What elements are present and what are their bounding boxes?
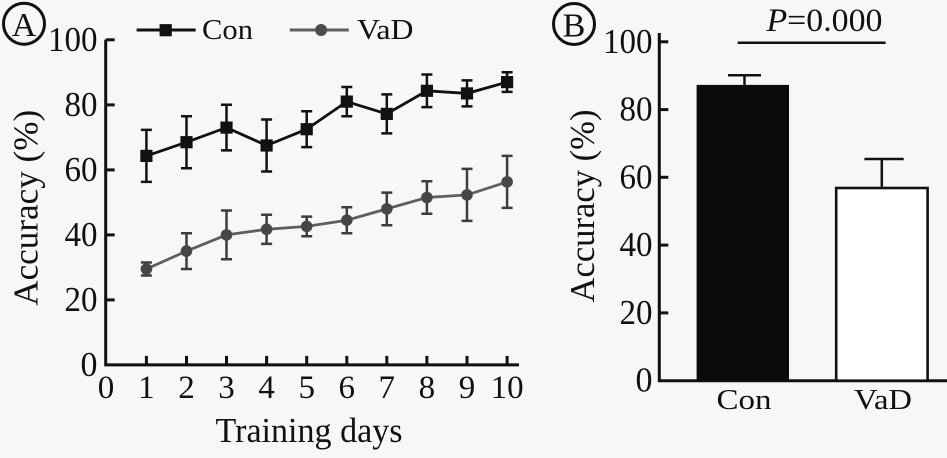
svg-text:Accuracy (%): Accuracy (%) xyxy=(563,110,602,303)
svg-text:100: 100 xyxy=(603,22,653,61)
svg-text:4: 4 xyxy=(258,370,275,406)
svg-text:9: 9 xyxy=(459,370,476,406)
svg-text:40: 40 xyxy=(620,225,653,264)
svg-text:60: 60 xyxy=(65,150,98,189)
svg-text:2: 2 xyxy=(178,370,195,406)
svg-text:B: B xyxy=(563,7,586,44)
svg-text:P=0.000: P=0.000 xyxy=(765,3,882,39)
svg-text:40: 40 xyxy=(65,215,98,254)
svg-text:0: 0 xyxy=(636,361,653,400)
svg-text:60: 60 xyxy=(620,157,653,196)
svg-text:A: A xyxy=(12,7,37,44)
svg-text:8: 8 xyxy=(419,370,436,406)
svg-text:0: 0 xyxy=(98,370,115,406)
svg-text:Con: Con xyxy=(202,15,253,46)
svg-text:Con: Con xyxy=(717,384,773,416)
svg-text:80: 80 xyxy=(65,85,98,124)
svg-text:10: 10 xyxy=(491,370,524,406)
svg-text:0: 0 xyxy=(81,345,98,384)
svg-text:VaD: VaD xyxy=(357,15,414,46)
svg-text:5: 5 xyxy=(298,370,315,406)
svg-text:100: 100 xyxy=(48,20,98,59)
svg-text:80: 80 xyxy=(620,90,653,129)
svg-text:20: 20 xyxy=(620,293,653,332)
svg-text:3: 3 xyxy=(218,370,235,406)
svg-text:VaD: VaD xyxy=(854,384,912,416)
svg-text:6: 6 xyxy=(339,370,356,406)
svg-text:Training days: Training days xyxy=(216,411,403,450)
svg-text:7: 7 xyxy=(379,370,396,406)
svg-text:Accuracy (%): Accuracy (%) xyxy=(6,110,45,306)
svg-text:1: 1 xyxy=(138,370,155,406)
svg-text:20: 20 xyxy=(65,280,98,319)
